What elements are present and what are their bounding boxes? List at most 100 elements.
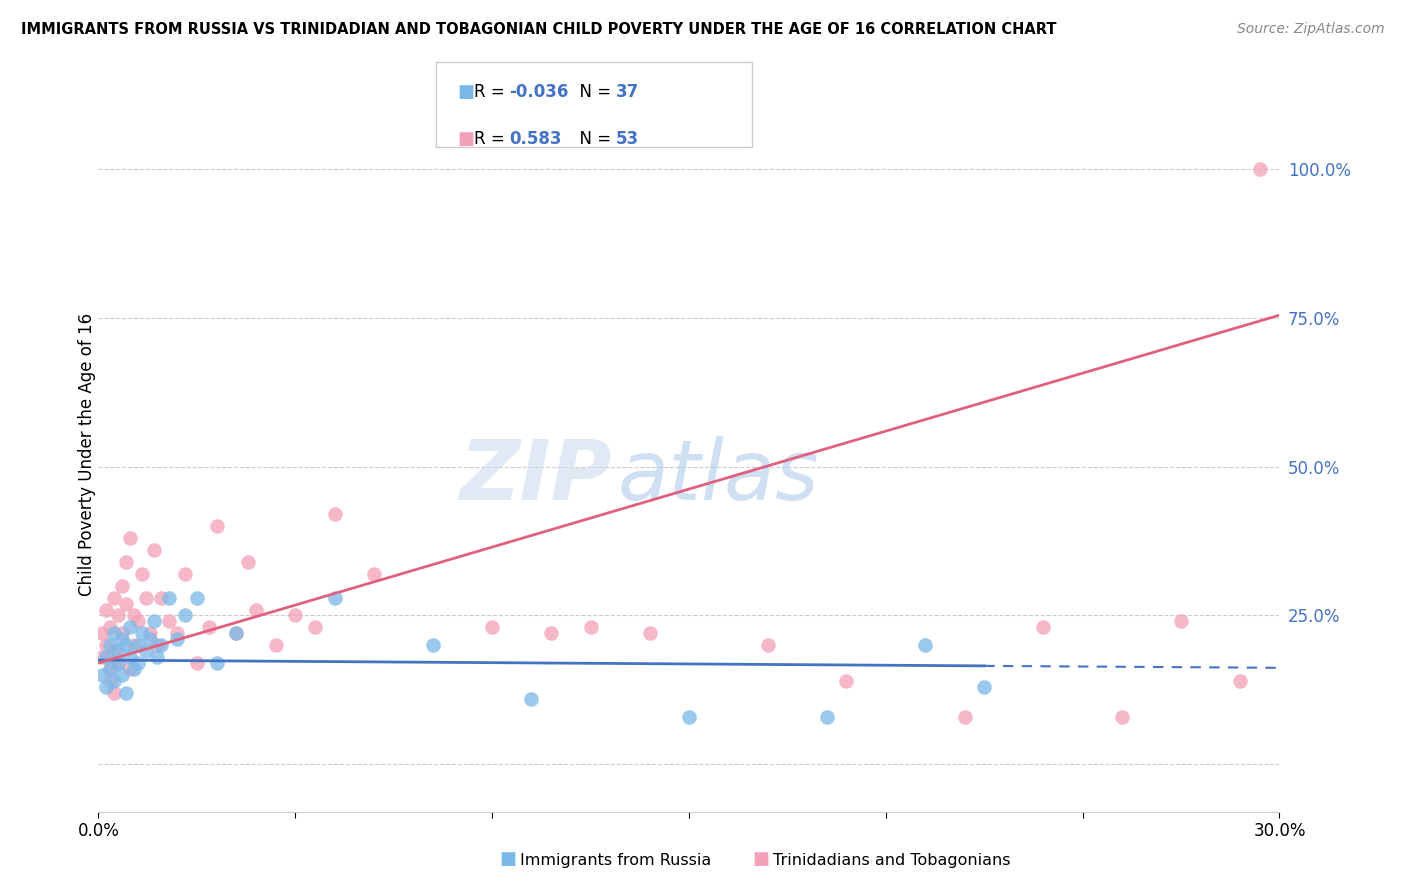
Point xyxy=(98,620,121,634)
Point xyxy=(304,620,326,634)
Point xyxy=(174,566,197,581)
Point xyxy=(363,566,385,581)
Point xyxy=(678,709,700,723)
Point xyxy=(115,638,138,652)
Point xyxy=(264,638,287,652)
Point xyxy=(111,632,134,647)
Point xyxy=(186,591,208,605)
Point xyxy=(205,519,228,533)
Point xyxy=(138,626,160,640)
Text: N =: N = xyxy=(569,130,617,148)
Text: 0.583: 0.583 xyxy=(509,130,561,148)
Point xyxy=(1111,709,1133,723)
Point xyxy=(1032,620,1054,634)
Point xyxy=(115,555,138,569)
Point xyxy=(323,508,346,522)
Point xyxy=(103,626,125,640)
Point xyxy=(122,662,145,676)
Point xyxy=(174,608,197,623)
Point xyxy=(135,591,157,605)
Point xyxy=(96,680,118,694)
Point xyxy=(98,662,121,676)
Point xyxy=(96,638,118,652)
Text: -0.036: -0.036 xyxy=(509,83,568,101)
Point xyxy=(914,638,936,652)
Text: R =: R = xyxy=(474,83,510,101)
Point xyxy=(91,668,114,682)
Point xyxy=(118,662,141,676)
Point xyxy=(127,656,149,670)
Point xyxy=(103,644,125,658)
Point xyxy=(150,591,173,605)
Point xyxy=(127,615,149,629)
Point xyxy=(236,555,259,569)
Point xyxy=(107,656,129,670)
Point xyxy=(1249,162,1271,177)
Point xyxy=(157,615,180,629)
Point xyxy=(118,620,141,634)
Point xyxy=(135,644,157,658)
Point xyxy=(245,602,267,616)
Point xyxy=(111,579,134,593)
Text: atlas: atlas xyxy=(619,436,820,516)
Text: ■: ■ xyxy=(457,83,474,101)
Point xyxy=(815,709,838,723)
Point xyxy=(98,638,121,652)
Text: ■: ■ xyxy=(457,130,474,148)
Point xyxy=(1229,673,1251,688)
Point xyxy=(91,626,114,640)
Point xyxy=(146,650,169,665)
Point xyxy=(166,632,188,647)
Point xyxy=(96,650,118,665)
Point xyxy=(225,626,247,640)
Point xyxy=(111,626,134,640)
Point xyxy=(103,686,125,700)
Point xyxy=(1170,615,1192,629)
Point xyxy=(122,638,145,652)
Point xyxy=(225,626,247,640)
Point xyxy=(638,626,661,640)
Point xyxy=(103,591,125,605)
Point xyxy=(142,615,165,629)
Text: Trinidadians and Tobagonians: Trinidadians and Tobagonians xyxy=(773,853,1011,868)
Text: ■: ■ xyxy=(752,850,769,868)
Point xyxy=(103,673,125,688)
Point xyxy=(107,608,129,623)
Point xyxy=(118,650,141,665)
Text: 37: 37 xyxy=(616,83,640,101)
Point xyxy=(111,668,134,682)
Point xyxy=(520,691,543,706)
Text: IMMIGRANTS FROM RUSSIA VS TRINIDADIAN AND TOBAGONIAN CHILD POVERTY UNDER THE AGE: IMMIGRANTS FROM RUSSIA VS TRINIDADIAN AN… xyxy=(21,22,1056,37)
Point xyxy=(197,620,219,634)
Point xyxy=(973,680,995,694)
Point xyxy=(146,638,169,652)
Point xyxy=(115,597,138,611)
Point xyxy=(579,620,602,634)
Point xyxy=(127,638,149,652)
Point xyxy=(96,602,118,616)
Point xyxy=(481,620,503,634)
Text: 53: 53 xyxy=(616,130,638,148)
Point xyxy=(122,608,145,623)
Point xyxy=(98,673,121,688)
Text: R =: R = xyxy=(474,130,515,148)
Point xyxy=(91,650,114,665)
Point xyxy=(323,591,346,605)
Point xyxy=(166,626,188,640)
Point xyxy=(150,638,173,652)
Point xyxy=(98,662,121,676)
Text: N =: N = xyxy=(569,83,617,101)
Point xyxy=(107,644,129,658)
Point xyxy=(138,632,160,647)
Point xyxy=(835,673,858,688)
Point xyxy=(115,686,138,700)
Point xyxy=(186,656,208,670)
Point xyxy=(205,656,228,670)
Point xyxy=(756,638,779,652)
Point xyxy=(284,608,307,623)
Point xyxy=(131,626,153,640)
Point xyxy=(107,656,129,670)
Point xyxy=(157,591,180,605)
Text: ZIP: ZIP xyxy=(460,436,612,516)
Point xyxy=(422,638,444,652)
